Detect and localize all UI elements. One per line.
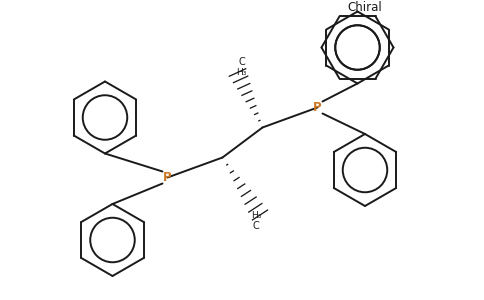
Text: C: C	[253, 221, 259, 231]
Text: P: P	[163, 171, 172, 184]
Text: Chiral: Chiral	[348, 1, 382, 14]
Text: P: P	[313, 101, 322, 114]
Text: C: C	[238, 56, 245, 67]
Text: H₃: H₃	[236, 68, 247, 77]
Text: H₃: H₃	[251, 211, 261, 220]
